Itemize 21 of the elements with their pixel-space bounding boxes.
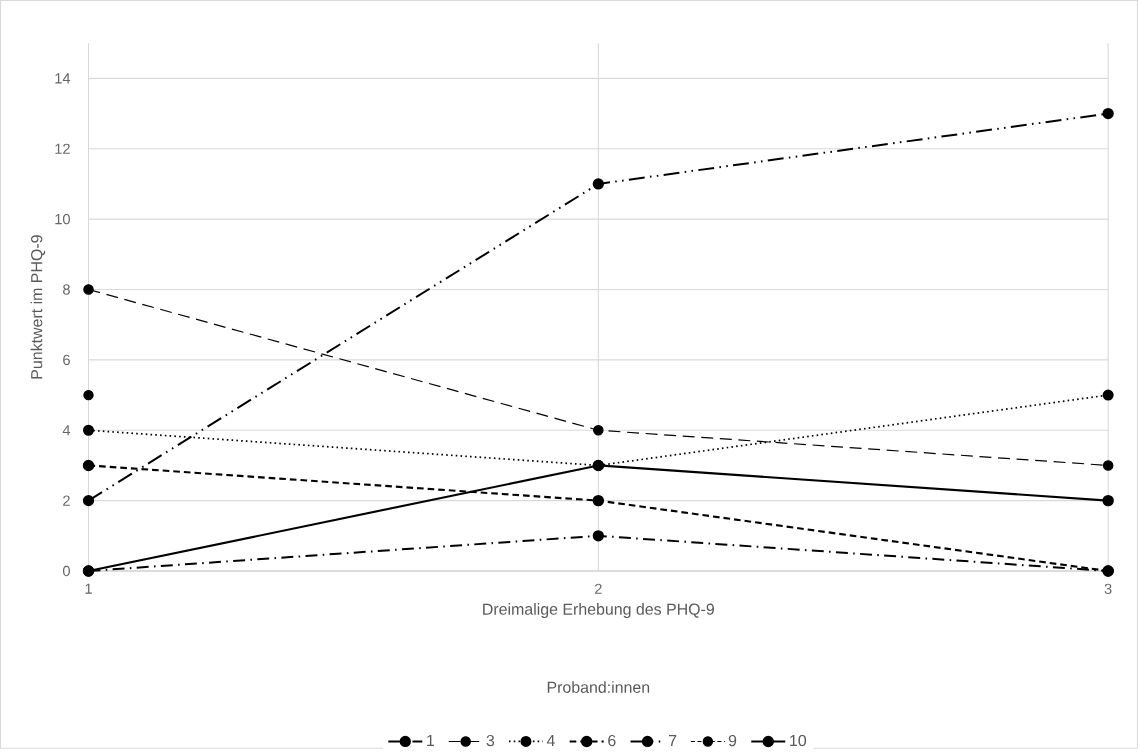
legend-label: 9 <box>728 734 737 747</box>
x-tick-label: 3 <box>1104 583 1112 594</box>
y-tick-label: 4 <box>62 425 71 436</box>
x-tick-label: 2 <box>594 583 602 594</box>
x-tick-label: 1 <box>85 583 92 594</box>
y-tick-label: 6 <box>63 354 70 365</box>
y-tick-label: 0 <box>62 565 70 576</box>
legend-label: 10 <box>790 734 807 747</box>
y-tick-label: 2 <box>63 495 70 506</box>
y-tick-label: 8 <box>63 284 70 295</box>
legend-label: 6 <box>608 734 616 747</box>
legend-label: 4 <box>546 734 555 746</box>
y-axis-title: Punktwert im PHQ-9 <box>30 235 46 379</box>
legend-label: 7 <box>669 734 677 746</box>
legend-label: 1 <box>427 734 435 746</box>
y-tick-label: 12 <box>55 143 70 154</box>
legend-title: Proband:innen <box>547 681 650 693</box>
y-tick-label: 14 <box>55 73 71 84</box>
x-axis-title: Dreimalige Erhebung des PHQ-9 <box>483 602 714 618</box>
y-tick-label: 10 <box>55 213 70 225</box>
legend-label: 3 <box>486 734 495 747</box>
